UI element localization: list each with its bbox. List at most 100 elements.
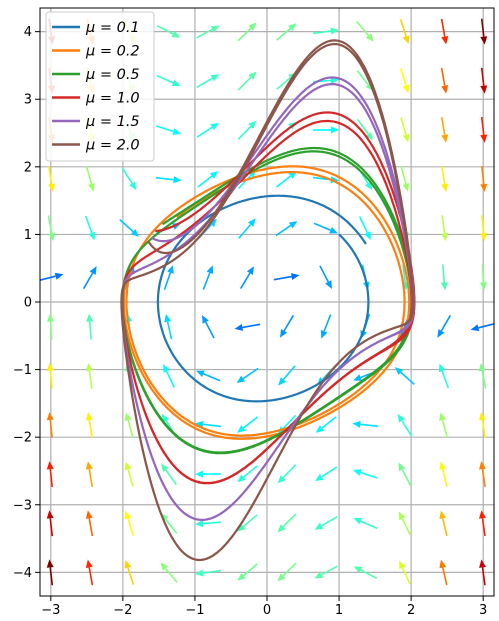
field-arrow	[440, 67, 449, 94]
field-arrow	[46, 362, 54, 389]
field-arrow	[353, 566, 378, 580]
field-arrow	[479, 559, 486, 586]
field-arrow	[273, 273, 300, 281]
legend: μ = 0.1 μ = 0.2 μ = 0.5 μ = 1.0 μ = 1.5 μ = 2…	[45, 11, 155, 162]
field-arrow	[121, 167, 137, 191]
field-arrow	[237, 416, 259, 433]
field-arrow	[441, 215, 449, 242]
legend-label: μ = 2.0	[85, 138, 140, 154]
legend-label: μ = 1.0	[85, 91, 140, 107]
field-arrow	[480, 166, 488, 193]
field-arrow	[46, 559, 54, 586]
field-arrow	[437, 314, 452, 338]
field-arrow	[399, 68, 410, 94]
field-arrow	[85, 362, 93, 389]
trajectories	[120, 39, 416, 562]
series-line-1	[156, 194, 370, 403]
field-arrow	[320, 314, 332, 339]
field-arrow	[237, 465, 258, 483]
field-arrow	[195, 420, 222, 428]
field-arrow	[161, 463, 177, 486]
field-arrow	[312, 27, 339, 35]
field-arrow	[357, 118, 373, 141]
field-arrow	[480, 116, 488, 143]
field-arrow	[40, 272, 64, 281]
x-tick-label: 0	[263, 603, 271, 618]
x-tick-label: 2	[407, 603, 415, 618]
field-arrow	[156, 24, 181, 38]
field-arrow	[195, 470, 222, 478]
field-arrow	[196, 74, 220, 89]
field-arrow	[237, 22, 257, 42]
field-arrow	[46, 411, 54, 438]
field-arrow	[439, 559, 448, 586]
field-arrow	[46, 461, 54, 488]
field-arrow	[85, 412, 93, 438]
field-arrow	[85, 510, 94, 537]
x-tick-label: −3	[41, 603, 60, 618]
legend-label: μ = 1.5	[85, 114, 140, 130]
field-arrow	[124, 559, 135, 585]
field-arrow	[85, 166, 95, 192]
field-arrow	[400, 117, 410, 143]
axes-ticks: −3 −2 −1 0 1 2 3 −4 −3 −2 −1 0 1 2 3 4	[13, 25, 488, 618]
field-arrow	[480, 67, 488, 94]
field-arrow	[275, 220, 298, 237]
y-tick-label: −1	[13, 363, 32, 378]
y-tick-label: −4	[13, 566, 32, 581]
field-arrow	[195, 569, 222, 577]
legend-label: μ = 0.1	[85, 20, 140, 36]
series-line-2	[122, 165, 411, 440]
y-tick-label: 2	[24, 160, 32, 175]
field-arrow	[399, 19, 410, 45]
field-arrow	[85, 461, 94, 487]
field-arrow	[86, 313, 94, 340]
field-arrow	[358, 216, 371, 241]
y-tick-label: 4	[24, 25, 32, 40]
field-arrow	[314, 515, 338, 530]
field-arrow	[479, 510, 486, 537]
field-arrow	[46, 510, 54, 537]
field-arrow	[47, 313, 54, 340]
x-tick-label: 3	[479, 603, 487, 618]
y-tick-label: 1	[24, 228, 32, 243]
field-arrow	[480, 264, 487, 291]
field-arrow	[312, 126, 339, 134]
field-arrow	[470, 323, 494, 332]
y-tick-label: −3	[13, 498, 32, 513]
field-arrow	[441, 166, 449, 192]
field-arrow	[480, 18, 488, 45]
y-tick-label: 0	[24, 296, 32, 311]
field-arrow	[164, 313, 173, 340]
field-arrow	[356, 21, 374, 42]
field-arrow	[196, 370, 221, 382]
field-arrow	[440, 117, 449, 143]
legend-box	[45, 11, 155, 162]
field-arrow	[394, 367, 415, 385]
field-arrow	[84, 215, 96, 241]
field-arrow	[82, 266, 97, 290]
x-tick-label: 1	[335, 603, 343, 618]
field-arrow	[196, 122, 219, 138]
field-arrow	[439, 461, 448, 487]
field-arrow	[439, 510, 448, 537]
field-arrow	[313, 222, 338, 234]
field-arrow	[239, 266, 255, 289]
field-arrow	[397, 413, 413, 437]
field-arrow	[440, 18, 449, 45]
field-arrow	[352, 420, 379, 428]
field-arrow	[234, 323, 261, 331]
field-arrow	[155, 176, 182, 184]
y-tick-label: 3	[24, 93, 32, 108]
field-arrow	[399, 560, 411, 585]
field-arrow	[124, 461, 134, 487]
field-arrow	[400, 166, 410, 192]
field-arrow	[480, 215, 488, 242]
field-arrow	[478, 362, 487, 389]
field-arrow	[195, 520, 222, 528]
field-arrow	[478, 412, 487, 438]
legend-label: μ = 0.5	[85, 67, 140, 83]
field-arrow	[440, 264, 448, 291]
field-arrow	[85, 559, 94, 586]
field-arrow	[237, 514, 258, 532]
